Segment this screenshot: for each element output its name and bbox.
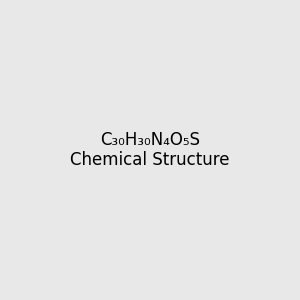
Text: C₃₀H₃₀N₄O₅S
Chemical Structure: C₃₀H₃₀N₄O₅S Chemical Structure — [70, 130, 230, 170]
